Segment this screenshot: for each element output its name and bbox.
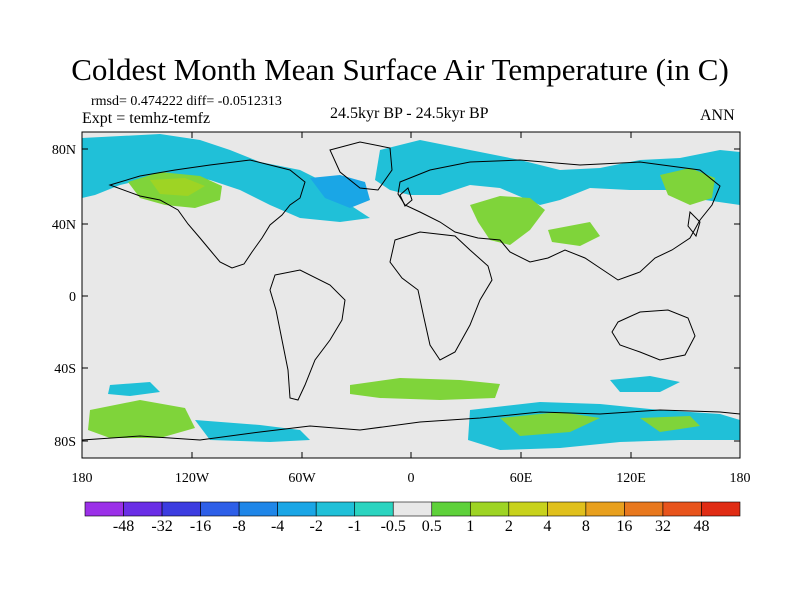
colorbar-swatch: [701, 501, 741, 517]
colorbar-swatch: [662, 501, 702, 517]
colorbar-label: -16: [190, 518, 211, 535]
colorbar-label: 2: [505, 518, 513, 535]
anomaly-warm-antarctic-ross: [640, 416, 700, 432]
anomaly-cool-south-pacific: [108, 382, 160, 396]
anomaly-fields: [82, 134, 740, 450]
lat-tick-label: 40N: [52, 218, 76, 233]
lon-tick-label: 120W: [175, 471, 210, 486]
colorbar-label: -48: [113, 518, 134, 535]
anomaly-strong-cool-atlantic: [310, 175, 370, 208]
lon-axis: 180 120W 60W 0 60E 120E 180: [72, 132, 751, 486]
colorbar-swatch: [547, 501, 587, 517]
colorbar-swatch: [200, 501, 240, 517]
anomaly-cool-south-east: [610, 376, 680, 392]
rmsd-diff-stats: rmsd= 0.474222 diff= -0.0512313: [91, 94, 282, 109]
lon-tick-label: 120E: [616, 471, 646, 486]
coast-antarctica: [82, 409, 740, 441]
colorbar-label: 8: [582, 518, 590, 535]
colorbar-label: -1: [348, 518, 361, 535]
coastlines: [82, 141, 740, 441]
experiment-label: Expt = temhz-temfz: [82, 110, 211, 127]
colorbar-label: 4: [543, 518, 551, 535]
lat-tick-label: 0: [69, 290, 76, 305]
coast-greenland: [329, 141, 393, 191]
colorbar-label: -8: [232, 518, 245, 535]
coast-uk: [399, 187, 413, 207]
anomaly-warm-east-asia: [660, 168, 715, 205]
colorbar-label: 0.5: [422, 518, 442, 535]
anomaly-cool-antarctic-east: [468, 402, 740, 450]
colorbar-swatch: [431, 501, 471, 517]
colorbar-label: 16: [616, 518, 632, 535]
colorbar-swatch: [469, 501, 510, 517]
lon-tick-label: 0: [408, 471, 415, 486]
anomaly-cool-arctic-east: [375, 140, 740, 205]
anomaly-warm-canada: [150, 178, 205, 196]
colorbar-swatch: [354, 501, 394, 517]
colorbar-swatch: [277, 501, 317, 517]
season-label: ANN: [700, 107, 735, 124]
coast-north-america: [108, 159, 306, 269]
colorbar-swatch: [123, 501, 163, 517]
colorbar-swatch: [624, 501, 664, 517]
colorbar-swatch: [585, 501, 625, 517]
colorbar-label: -4: [271, 518, 284, 535]
lat-axis: 80N 40N 0 40S 80S: [52, 143, 740, 450]
coast-europe-asia: [397, 159, 721, 281]
period-label: 24.5kyr BP - 24.5kyr BP: [330, 105, 489, 122]
lon-tick-label: 180: [730, 471, 751, 486]
colorbar-label: -2: [310, 518, 323, 535]
colorbar-label: -32: [151, 518, 172, 535]
coast-australia: [611, 309, 696, 361]
coast-africa: [389, 231, 493, 361]
lon-tick-label: 180: [72, 471, 93, 486]
map-title: Coldest Month Mean Surface Air Temperatu…: [71, 52, 729, 87]
coast-japan: [687, 210, 701, 238]
anomaly-warm-antarctic-west: [88, 400, 195, 438]
colorbar-swatch: [238, 501, 278, 517]
colorbar-label: 1: [466, 518, 474, 535]
lat-tick-label: 80S: [54, 435, 76, 450]
coast-south-america: [269, 269, 346, 401]
colorbar-swatch: [315, 501, 356, 517]
colorbar-swatch: [84, 501, 124, 517]
colorbar: -48 -32 -16 -8 -4 -2 -1 -0.5 0.5 1 2 4 8 16 32 48: [84, 501, 741, 535]
lat-tick-label: 80N: [52, 143, 76, 158]
lon-tick-label: 60W: [288, 471, 316, 486]
colorbar-swatch: [508, 501, 548, 517]
colorbar-label: -0.5: [381, 518, 406, 535]
anomaly-warm-antarctic-east: [500, 412, 600, 436]
colorbar-label: 48: [693, 518, 709, 535]
anomaly-warm-asia: [470, 196, 545, 245]
lat-tick-label: 40S: [54, 362, 76, 377]
lon-tick-label: 60E: [510, 471, 533, 486]
colorbar-swatch: [392, 501, 433, 517]
colorbar-label: 32: [655, 518, 671, 535]
colorbar-swatch: [161, 501, 201, 517]
anomaly-warm-south-atlantic: [350, 378, 500, 400]
anomaly-warm-tibet: [548, 222, 600, 246]
